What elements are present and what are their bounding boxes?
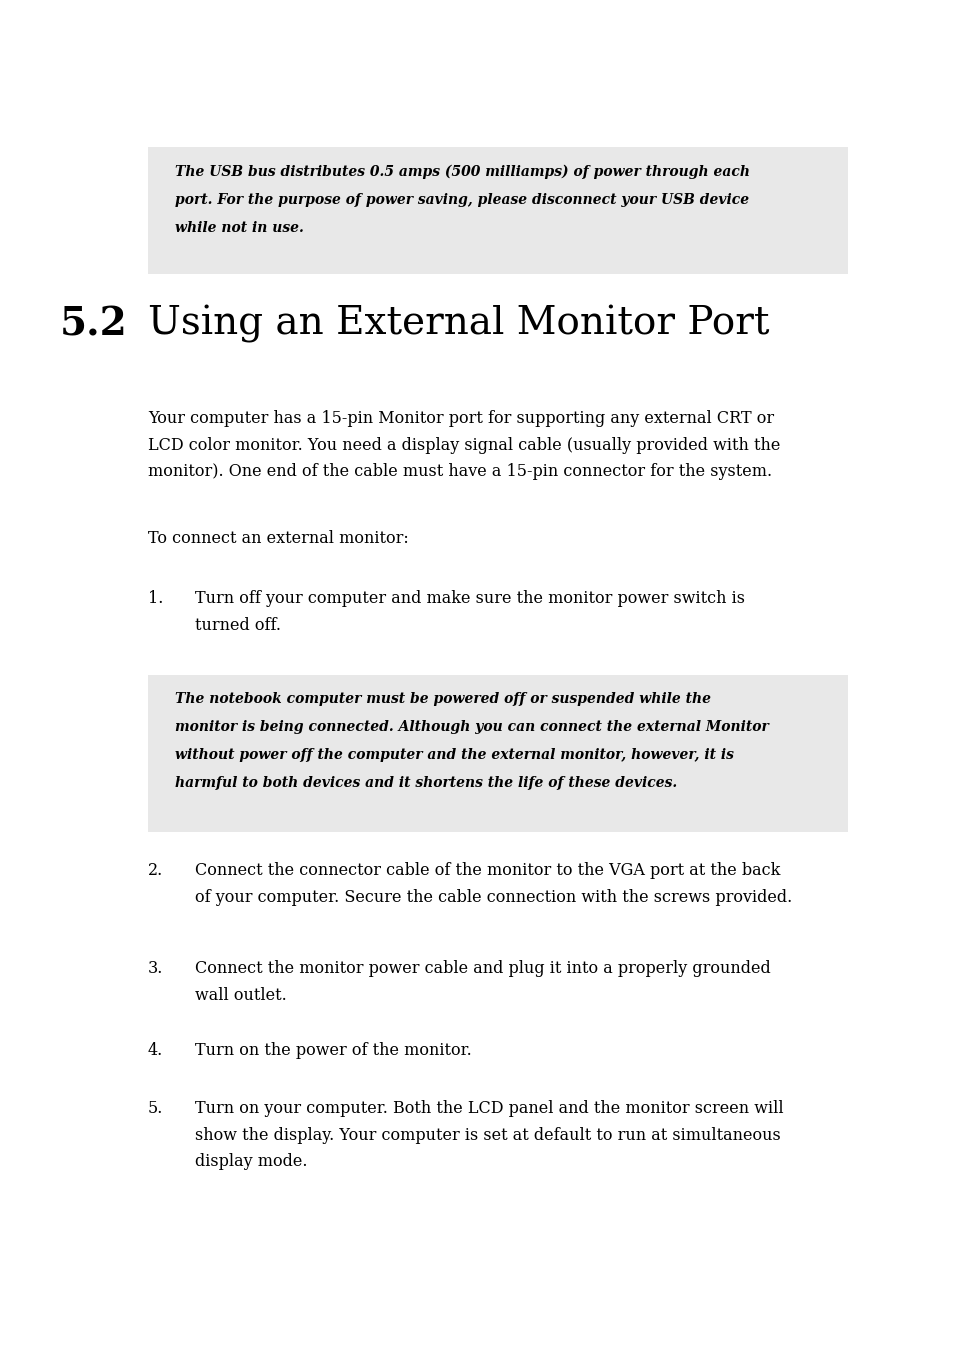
Text: Turn on the power of the monitor.: Turn on the power of the monitor. xyxy=(194,1042,471,1060)
Text: monitor). One end of the cable must have a 15-pin connector for the system.: monitor). One end of the cable must have… xyxy=(148,463,771,480)
Text: Turn off your computer and make sure the monitor power switch is: Turn off your computer and make sure the… xyxy=(194,589,744,607)
Text: monitor is being connected. Although you can connect the external Monitor: monitor is being connected. Although you… xyxy=(174,720,768,734)
Text: without power off the computer and the external monitor, however, it is: without power off the computer and the e… xyxy=(174,748,733,762)
Text: 3.: 3. xyxy=(148,959,163,977)
Text: 5.: 5. xyxy=(148,1100,163,1117)
Text: harmful to both devices and it shortens the life of these devices.: harmful to both devices and it shortens … xyxy=(174,776,677,790)
Text: The USB bus distributes 0.5 amps (500 milliamps) of power through each: The USB bus distributes 0.5 amps (500 mi… xyxy=(174,165,749,179)
Text: wall outlet.: wall outlet. xyxy=(194,986,287,1004)
Text: turned off.: turned off. xyxy=(194,617,281,634)
Bar xyxy=(148,146,847,274)
Text: while not in use.: while not in use. xyxy=(174,221,304,234)
Text: To connect an external monitor:: To connect an external monitor: xyxy=(148,530,408,547)
Text: 4.: 4. xyxy=(148,1042,163,1060)
Text: port. For the purpose of power saving, please disconnect your USB device: port. For the purpose of power saving, p… xyxy=(174,192,748,207)
Text: 2.: 2. xyxy=(148,862,163,879)
Text: 5.2: 5.2 xyxy=(60,305,128,343)
Text: Connect the monitor power cable and plug it into a properly grounded: Connect the monitor power cable and plug… xyxy=(194,959,770,977)
Text: Your computer has a 15-pin Monitor port for supporting any external CRT or: Your computer has a 15-pin Monitor port … xyxy=(148,411,773,427)
Text: The notebook computer must be powered off or suspended while the: The notebook computer must be powered of… xyxy=(174,692,710,706)
Text: show the display. Your computer is set at default to run at simultaneous: show the display. Your computer is set a… xyxy=(194,1126,780,1144)
Text: 1.: 1. xyxy=(148,589,163,607)
Text: of your computer. Secure the cable connection with the screws provided.: of your computer. Secure the cable conne… xyxy=(194,889,791,905)
Text: Connect the connector cable of the monitor to the VGA port at the back: Connect the connector cable of the monit… xyxy=(194,862,780,879)
Text: LCD color monitor. You need a display signal cable (usually provided with the: LCD color monitor. You need a display si… xyxy=(148,436,780,454)
Text: Turn on your computer. Both the LCD panel and the monitor screen will: Turn on your computer. Both the LCD pane… xyxy=(194,1100,782,1117)
Text: display mode.: display mode. xyxy=(194,1153,307,1169)
Bar xyxy=(148,675,847,832)
Text: Using an External Monitor Port: Using an External Monitor Port xyxy=(148,305,769,343)
